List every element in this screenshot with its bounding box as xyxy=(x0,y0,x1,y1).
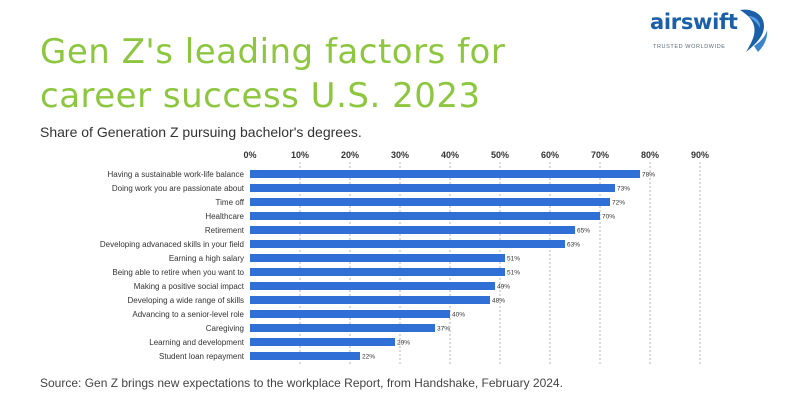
x-tick-label: 70% xyxy=(591,150,609,160)
bar xyxy=(250,226,575,234)
category-label: Doing work you are passionate about xyxy=(112,184,245,193)
x-tick-label: 0% xyxy=(243,150,256,160)
bar xyxy=(250,212,600,220)
data-label: 51% xyxy=(507,270,520,277)
category-label: Learning and development xyxy=(149,338,245,347)
bar xyxy=(250,282,495,290)
brand-name: airswift xyxy=(650,10,738,34)
bar xyxy=(250,198,610,206)
x-tick-label: 40% xyxy=(441,150,459,160)
bar xyxy=(250,240,565,248)
bar xyxy=(250,310,450,318)
category-label: Retirement xyxy=(205,226,245,235)
category-label: Healthcare xyxy=(205,212,244,221)
x-tick-label: 60% xyxy=(541,150,559,160)
category-label: Being able to retire when you want to xyxy=(112,268,244,277)
data-label: 37% xyxy=(437,326,450,333)
bar xyxy=(250,254,505,262)
brand-tagline: TRUSTED WORLDWIDE xyxy=(653,44,726,50)
bar xyxy=(250,184,615,192)
data-label: 65% xyxy=(577,228,590,235)
x-tick-label: 90% xyxy=(691,150,709,160)
category-label: Developing a wide range of skills xyxy=(127,296,244,305)
data-label: 29% xyxy=(397,340,410,347)
x-tick-label: 80% xyxy=(641,150,659,160)
category-label: Advancing to a senior-level role xyxy=(132,310,244,319)
x-tick-label: 30% xyxy=(391,150,409,160)
data-label: 70% xyxy=(602,214,615,221)
swift-bird-icon xyxy=(740,9,768,53)
bar-chart: 0% 10% 20% 30% 40% 50% 60% 70% 80% 90% Having a su… xyxy=(100,150,709,366)
x-tick-label: 20% xyxy=(341,150,359,160)
data-label: 49% xyxy=(497,284,510,291)
bar xyxy=(250,296,490,304)
category-label: Having a sustainable work-life balance xyxy=(107,170,244,179)
bar xyxy=(250,338,395,346)
bar xyxy=(250,170,640,178)
category-label: Caregiving xyxy=(206,324,244,333)
chart-subtitle: Share of Generation Z pursuing bachelor'… xyxy=(40,124,362,140)
category-label: Making a positive social impact xyxy=(134,282,245,291)
chart-title: Gen Z's leading factors for career succe… xyxy=(40,32,506,116)
bar xyxy=(250,268,505,276)
data-label: 48% xyxy=(492,298,505,305)
data-label: 73% xyxy=(617,186,630,193)
data-label: 51% xyxy=(507,256,520,263)
data-label: 63% xyxy=(567,242,580,249)
bar xyxy=(250,324,435,332)
x-tick-label: 50% xyxy=(491,150,509,160)
data-label: 72% xyxy=(612,200,625,207)
category-label: Earning a high salary xyxy=(169,254,244,263)
chart-source: Source: Gen Z brings new expectations to… xyxy=(40,376,563,390)
brand-logo: airswift TRUSTED WORLDWIDE xyxy=(650,6,770,58)
category-label: Developing advanaced skills in your fiel… xyxy=(100,240,244,249)
category-label: Time off xyxy=(216,198,245,207)
data-label: 22% xyxy=(362,354,375,361)
data-label: 78% xyxy=(642,172,655,179)
x-tick-label: 10% xyxy=(291,150,309,160)
category-label: Student loan repayment xyxy=(159,352,245,361)
bar xyxy=(250,352,360,360)
data-label: 40% xyxy=(452,312,465,319)
